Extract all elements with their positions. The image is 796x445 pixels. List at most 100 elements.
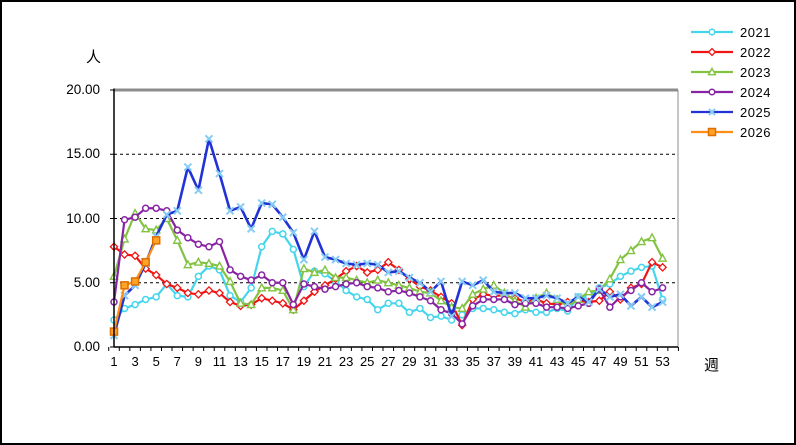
x-tick-label: 11 [212, 354, 227, 369]
legend-swatch-2022 [691, 47, 733, 57]
x-tick-label: 37 [486, 354, 502, 369]
marker-circle [300, 280, 308, 288]
marker-x [215, 169, 224, 178]
marker-diamond [183, 288, 193, 298]
marker-circle [437, 305, 445, 314]
marker-diamond [309, 287, 319, 297]
marker-x [299, 255, 309, 264]
marker-circle [374, 305, 382, 314]
marker-circle [321, 285, 329, 293]
marker-x [500, 288, 509, 298]
marker-circle [342, 280, 350, 288]
marker-diamond [204, 285, 214, 295]
marker-circle [120, 216, 129, 224]
marker-circle [152, 293, 160, 301]
x-tick-label: 39 [507, 354, 523, 369]
y-tick-label: 0.00 [73, 339, 100, 354]
marker-square [151, 236, 161, 245]
marker-triangle [246, 299, 256, 309]
marker-triangle [225, 276, 235, 286]
marker-triangle [235, 298, 246, 307]
marker-triangle [256, 282, 267, 292]
marker-circle [416, 304, 424, 313]
marker-circle [279, 230, 287, 238]
marker-circle [247, 284, 255, 292]
legend-swatch-2021 [691, 28, 733, 36]
marker-circle [352, 279, 361, 287]
marker-x [605, 292, 615, 302]
marker-diamond [362, 267, 372, 277]
marker-triangle [615, 254, 626, 264]
legend-label-2022: 2022 [740, 44, 771, 60]
marker-circle [268, 279, 276, 287]
x-tick-label: 53 [655, 354, 670, 369]
marker-x [573, 292, 583, 302]
marker-x [394, 266, 404, 276]
marker-x [415, 278, 425, 287]
marker-circle [437, 312, 445, 320]
marker-triangle [626, 245, 636, 255]
x-tick-label: 5 [152, 354, 160, 369]
marker-diamond [172, 283, 182, 293]
marker-x [225, 206, 235, 215]
x-tick-label: 29 [402, 354, 417, 369]
marker-circle [553, 303, 561, 311]
marker-x [320, 252, 330, 262]
x-tick-label: 45 [570, 354, 586, 369]
marker-circle [268, 227, 276, 236]
marker-circle [141, 204, 150, 212]
marker-x [584, 297, 593, 307]
x-tick-label: 35 [465, 354, 480, 369]
marker-circle [279, 279, 287, 287]
marker-circle [500, 295, 509, 304]
y-tick-label: 15.00 [66, 146, 100, 162]
marker-circle [395, 299, 403, 308]
marker-circle [131, 213, 139, 221]
marker-x [257, 198, 266, 208]
x-tick-label: 13 [233, 354, 248, 369]
legend-item-2022: 2022 [690, 42, 771, 62]
marker-circle [606, 303, 614, 311]
marker-triangle [330, 272, 341, 282]
marker-triangle [193, 256, 204, 266]
marker-x [447, 311, 456, 321]
marker-triangle [436, 295, 446, 305]
marker-circle [342, 286, 350, 295]
marker-circle [490, 295, 498, 304]
marker-diamond [193, 289, 203, 299]
marker-x [531, 293, 541, 303]
marker-circle [416, 293, 424, 301]
marker-diamond [214, 288, 225, 298]
marker-x [204, 134, 214, 144]
legend-item-2025: 2025 [690, 102, 771, 122]
marker-circle [310, 282, 319, 291]
marker-x [626, 301, 636, 311]
marker-circle [331, 282, 340, 291]
marker-triangle [372, 274, 383, 284]
marker-triangle [299, 263, 309, 273]
x-tick-label: 27 [381, 354, 396, 369]
x-tick-label: 1 [110, 354, 118, 369]
marker-circle [236, 272, 245, 281]
marker-triangle [183, 259, 193, 269]
marker-circle [627, 267, 635, 275]
marker-circle [226, 266, 234, 274]
marker-diamond [151, 270, 161, 280]
marker-circle [152, 204, 160, 212]
marker-diamond [647, 257, 657, 267]
marker-circle [563, 304, 572, 313]
marker-circle [542, 303, 551, 311]
marker-circle [405, 289, 414, 297]
marker-circle [648, 287, 656, 296]
legend-item-2026: 2026 [690, 122, 771, 142]
x-tick-label: 33 [444, 354, 459, 369]
marker-x [268, 200, 277, 209]
marker-x [658, 297, 667, 307]
marker-triangle [605, 273, 615, 283]
marker-circle [637, 263, 646, 272]
marker-circle [627, 286, 635, 295]
marker-circle [374, 284, 382, 292]
marker-circle [426, 296, 435, 305]
legend-label-2021: 2021 [740, 24, 771, 40]
